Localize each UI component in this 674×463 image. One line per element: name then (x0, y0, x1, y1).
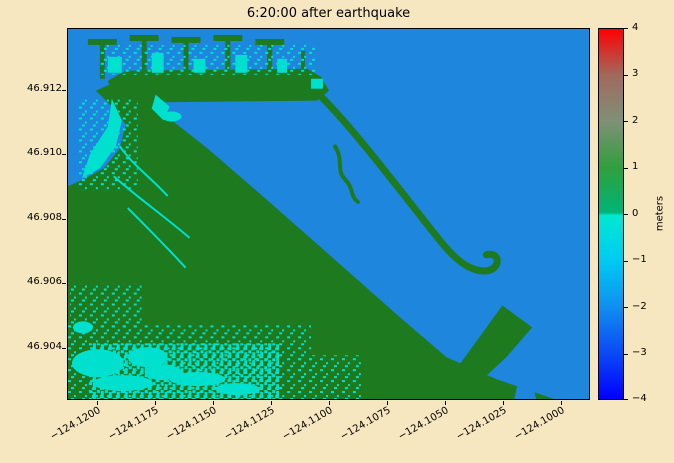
y-tick-mark (62, 219, 66, 220)
colorbar-tick-label: 0 (632, 208, 639, 219)
x-tick-label: −124.1125 (222, 405, 277, 443)
x-tick-label: −124.1200 (48, 405, 103, 443)
x-tick-mark (503, 401, 504, 405)
colorbar-tick-mark (624, 121, 628, 122)
colorbar-tick-label: −4 (632, 393, 647, 404)
x-tick-label: −124.1050 (396, 405, 451, 443)
colorbar-tick-label: −1 (632, 254, 647, 265)
x-tick-label: −124.1075 (338, 405, 393, 443)
y-tick-label: 46.906 (27, 276, 62, 287)
x-tick-mark (561, 401, 562, 405)
colorbar-tick-mark (624, 399, 628, 400)
y-tick-mark (62, 283, 66, 284)
x-tick-mark (387, 401, 388, 405)
inlet-notch (514, 353, 537, 399)
figure-title: 6:20:00 after earthquake (246, 6, 411, 21)
x-tick-mark (329, 401, 330, 405)
x-tick-mark (213, 401, 214, 405)
x-tick-label: −124.1000 (512, 405, 567, 443)
x-tick-mark (271, 401, 272, 405)
y-tick-label: 46.908 (27, 212, 62, 223)
colorbar-tick-mark (624, 354, 628, 355)
x-tick-label: −124.1175 (106, 405, 161, 443)
colorbar-tick-label: 1 (632, 161, 639, 172)
y-tick-mark (62, 154, 66, 155)
y-tick-label: 46.912 (27, 83, 62, 94)
x-tick-label: −124.1150 (164, 405, 219, 443)
marina-north-shore (107, 68, 329, 103)
wet-sand-speckle (68, 42, 363, 399)
y-tick-mark (62, 90, 66, 91)
x-tick-label: −124.1025 (454, 405, 509, 443)
colorbar-tick-mark (624, 214, 628, 215)
plot-area (67, 28, 590, 400)
colorbar-axis-label: meters (654, 195, 666, 232)
colorbar-tick-label: −2 (632, 301, 647, 312)
inner-breakwater (332, 144, 360, 205)
y-tick-label: 46.910 (27, 147, 62, 158)
colorbar-tick-mark (624, 28, 628, 29)
colorbar-tick-mark (624, 307, 628, 308)
x-tick-label: −124.1100 (280, 405, 335, 443)
x-tick-mark (97, 401, 98, 405)
colorbar-gradient (598, 28, 624, 400)
south-peninsula-tip (460, 305, 533, 382)
colorbar-tick-label: 4 (632, 22, 639, 33)
colorbar-tick-label: 3 (632, 68, 639, 79)
map-canvas (68, 29, 589, 399)
colorbar-tick-mark (624, 168, 628, 169)
main-landmass (68, 76, 555, 399)
colorbar-tick-label: −3 (632, 347, 647, 358)
colorbar-tick-mark (624, 261, 628, 262)
colorbar-tick-label: 2 (632, 115, 639, 126)
x-tick-mark (155, 401, 156, 405)
y-tick-mark (62, 348, 66, 349)
colorbar-tick-mark (624, 75, 628, 76)
x-tick-mark (445, 401, 446, 405)
east-jetty (313, 89, 501, 275)
y-tick-label: 46.904 (27, 341, 62, 352)
